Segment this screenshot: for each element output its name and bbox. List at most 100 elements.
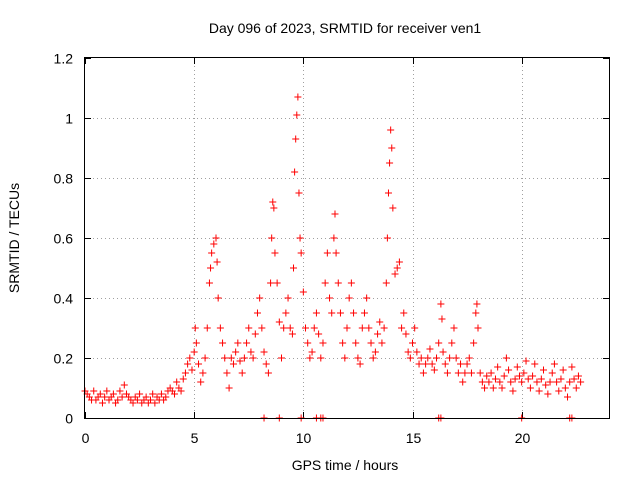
data-point [437,300,445,308]
data-point [533,378,541,386]
data-point [98,399,106,407]
data-point [402,330,410,338]
data-point [269,198,277,206]
data-point [212,234,220,242]
data-point [428,360,436,368]
data-point [312,309,320,317]
data-point [354,354,362,362]
data-point [470,339,478,347]
data-point [487,369,495,377]
data-point [513,363,521,371]
data-point [321,279,329,287]
data-point [157,390,165,398]
data-point [393,264,401,272]
data-point [461,369,469,377]
chart-title: Day 096 of 2023, SRMTID for receiver ven… [209,20,482,36]
data-point [411,324,419,332]
data-point [568,363,576,371]
data-point [205,279,213,287]
data-point [566,378,574,386]
data-point [253,309,261,317]
data-point [350,309,358,317]
data-point [295,189,303,197]
data-point [529,372,537,380]
data-point [299,288,307,296]
data-point [343,324,351,332]
data-point [203,324,211,332]
data-point [317,354,325,362]
data-point [409,339,416,347]
data-point [389,204,397,212]
data-point [542,381,550,389]
data-point [546,378,554,386]
data-point [149,390,157,398]
data-point [548,369,556,377]
data-point [236,357,244,365]
data-point [491,375,499,383]
data-point [417,354,425,362]
data-point [452,354,460,362]
data-point [415,360,423,368]
data-point [465,354,473,362]
data-point [424,354,432,362]
data-point [262,360,270,368]
data-point [278,354,285,362]
data-point [232,348,240,356]
x-tick-label: 5 [191,430,199,446]
data-point [448,339,456,347]
data-point [282,309,290,317]
data-point [267,279,275,287]
data-point [459,378,467,386]
data-point [367,339,375,347]
data-point [553,378,561,386]
data-point [247,348,255,356]
data-point [302,324,310,332]
data-point [294,93,302,101]
data-point [557,375,565,383]
data-point [323,249,331,257]
data-point [339,339,347,347]
data-point [201,354,209,362]
y-tick-label: 0.8 [54,171,74,187]
data-point [162,393,170,401]
y-tick-label: 0.4 [54,291,74,307]
data-point [467,369,475,377]
data-point [310,324,318,332]
data-point [511,375,519,383]
data-point [136,390,144,398]
data-point [223,369,231,377]
data-point [518,378,526,386]
data-point [347,279,355,287]
data-point [306,354,314,362]
data-point [382,279,390,287]
data-point [570,375,578,383]
grid-lines [85,58,609,418]
data-point [341,354,349,362]
data-point [509,387,517,395]
data-point [526,384,534,392]
data-point [229,360,237,368]
data-point [574,372,582,380]
data-point [365,324,373,332]
data-point [441,360,449,368]
data-point [404,348,412,356]
data-point [296,234,304,242]
x-tick-label: 0 [82,430,90,446]
data-point [572,384,580,392]
data-point [258,324,266,332]
data-point [463,360,471,368]
data-point [326,294,334,302]
data-point [345,294,353,302]
data-point [481,384,489,392]
data-point [478,378,486,386]
data-point [260,348,268,356]
data-point [271,249,279,257]
data-point [214,294,222,302]
data-point [515,372,523,380]
data-point [352,339,360,347]
y-tick-label: 0.2 [54,351,74,367]
data-point [520,369,528,377]
data-point [334,279,342,287]
data-point [438,315,446,323]
